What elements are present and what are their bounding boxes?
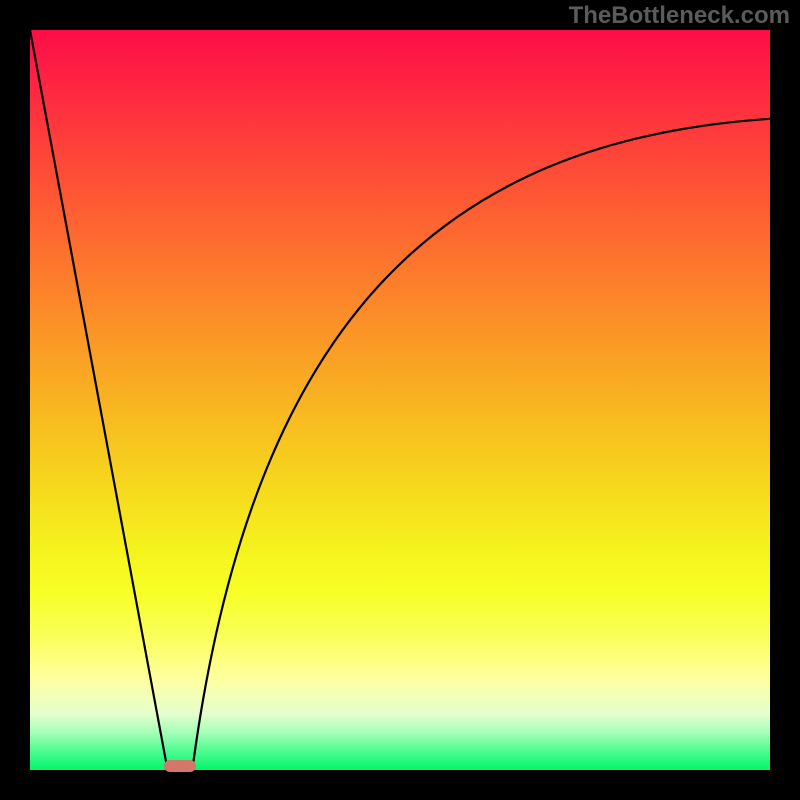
chart-container: TheBottleneck.com <box>0 0 800 800</box>
curve-layer <box>30 30 770 770</box>
optimal-marker <box>164 760 196 772</box>
watermark-text: TheBottleneck.com <box>569 2 790 30</box>
plot-area <box>30 30 770 770</box>
bottleneck-curve <box>30 30 770 766</box>
